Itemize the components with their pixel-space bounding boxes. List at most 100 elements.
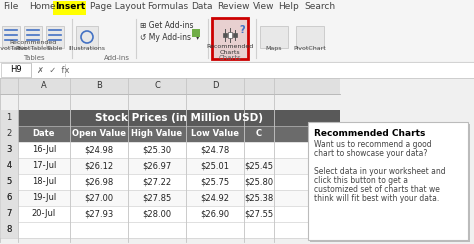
Text: $28.00: $28.00 xyxy=(143,210,172,218)
Text: Maps: Maps xyxy=(266,46,282,51)
Bar xyxy=(192,29,200,37)
Text: $25.80: $25.80 xyxy=(245,177,273,186)
Text: 19-Jul: 19-Jul xyxy=(32,193,56,203)
Text: $25.30: $25.30 xyxy=(143,145,172,154)
Text: $26.90: $26.90 xyxy=(201,210,229,218)
Text: 5: 5 xyxy=(6,177,12,186)
Bar xyxy=(0,142,18,158)
Text: 17-Jul: 17-Jul xyxy=(32,162,56,171)
Text: Stock Prices (in Million USD): Stock Prices (in Million USD) xyxy=(95,113,263,123)
Bar xyxy=(0,158,340,174)
Bar xyxy=(0,190,18,206)
Text: $26.12: $26.12 xyxy=(84,162,114,171)
Text: Want us to recommend a good: Want us to recommend a good xyxy=(314,140,432,149)
Bar xyxy=(76,26,98,48)
Text: ✗  ✓  fx: ✗ ✓ fx xyxy=(37,65,70,74)
Bar xyxy=(0,222,18,238)
Text: click this button to get a: click this button to get a xyxy=(314,176,408,185)
Bar xyxy=(0,126,18,142)
Text: 3: 3 xyxy=(6,145,12,154)
Text: Open Value: Open Value xyxy=(72,130,126,139)
Text: H9: H9 xyxy=(10,65,22,74)
Text: 20-Jul: 20-Jul xyxy=(32,210,56,218)
Bar xyxy=(0,142,340,158)
Text: 18-Jul: 18-Jul xyxy=(32,177,56,186)
Text: Home: Home xyxy=(29,2,55,11)
Text: PivotChart: PivotChart xyxy=(293,46,327,51)
Bar xyxy=(18,126,340,142)
Bar xyxy=(0,222,340,238)
Text: ↺ My Add-ins  ▾: ↺ My Add-ins ▾ xyxy=(140,33,200,42)
Text: High Value: High Value xyxy=(131,130,182,139)
Bar xyxy=(296,26,324,48)
Text: $27.00: $27.00 xyxy=(84,193,114,203)
Bar xyxy=(0,206,18,222)
Bar xyxy=(260,26,288,48)
Bar xyxy=(0,0,474,62)
Text: Search: Search xyxy=(304,2,336,11)
Text: think will fit best with your data.: think will fit best with your data. xyxy=(314,194,439,203)
Text: $27.93: $27.93 xyxy=(84,210,114,218)
Text: 8: 8 xyxy=(6,225,12,234)
Text: $26.98: $26.98 xyxy=(84,177,114,186)
Text: chart to showcase your data?: chart to showcase your data? xyxy=(314,149,428,158)
Text: View: View xyxy=(253,2,274,11)
Text: C: C xyxy=(154,81,160,91)
Bar xyxy=(228,32,232,38)
Text: Illustrations: Illustrations xyxy=(69,46,106,51)
FancyBboxPatch shape xyxy=(53,1,86,15)
Text: 6: 6 xyxy=(6,193,12,203)
Text: Data: Data xyxy=(191,2,213,11)
Bar xyxy=(0,206,340,222)
Text: 7: 7 xyxy=(6,210,12,218)
Text: Recommended Charts: Recommended Charts xyxy=(314,129,425,138)
Text: File: File xyxy=(3,2,18,11)
Text: $24.92: $24.92 xyxy=(201,193,229,203)
Text: Charts: Charts xyxy=(219,55,241,61)
Bar xyxy=(0,78,340,94)
Text: Low Value: Low Value xyxy=(191,130,239,139)
Text: D: D xyxy=(212,81,218,91)
Text: ⊞ Get Add-ins: ⊞ Get Add-ins xyxy=(140,21,193,30)
Bar xyxy=(0,158,18,174)
Text: 3: 3 xyxy=(6,145,12,154)
Text: Review: Review xyxy=(218,2,250,11)
Text: 2: 2 xyxy=(6,130,12,139)
Text: Recommended
Charts: Recommended Charts xyxy=(206,44,254,55)
Bar xyxy=(212,18,248,59)
FancyBboxPatch shape xyxy=(310,124,470,242)
Text: Insert: Insert xyxy=(55,2,85,11)
Text: B: B xyxy=(96,81,102,91)
Text: A: A xyxy=(41,81,47,91)
Text: Help: Help xyxy=(279,2,299,11)
Text: Formulas: Formulas xyxy=(147,2,189,11)
Text: Tables: Tables xyxy=(23,55,45,61)
Text: 1: 1 xyxy=(6,113,12,122)
Bar xyxy=(1,63,31,77)
Text: 8: 8 xyxy=(6,225,12,234)
Text: Table: Table xyxy=(47,46,63,51)
Bar xyxy=(0,190,340,206)
Text: $25.75: $25.75 xyxy=(201,177,229,186)
Text: PivotTable: PivotTable xyxy=(0,46,27,51)
Text: 4: 4 xyxy=(6,162,12,171)
Bar xyxy=(0,174,18,190)
Text: $27.55: $27.55 xyxy=(245,210,273,218)
Text: $25.45: $25.45 xyxy=(245,162,273,171)
Text: ?: ? xyxy=(239,25,245,35)
Text: 5: 5 xyxy=(6,177,12,186)
Text: 16-Jul: 16-Jul xyxy=(32,145,56,154)
Text: C: C xyxy=(256,130,262,139)
Bar xyxy=(2,26,20,48)
Text: $27.85: $27.85 xyxy=(142,193,172,203)
Text: Page Layout: Page Layout xyxy=(90,2,146,11)
Text: 7: 7 xyxy=(6,210,12,218)
Text: $25.01: $25.01 xyxy=(201,162,229,171)
Text: $26.97: $26.97 xyxy=(142,162,172,171)
FancyBboxPatch shape xyxy=(308,122,468,240)
Bar xyxy=(24,26,42,48)
Text: Add-ins: Add-ins xyxy=(104,55,130,61)
Text: $25.38: $25.38 xyxy=(245,193,273,203)
Text: $24.98: $24.98 xyxy=(84,145,114,154)
Text: Date: Date xyxy=(33,130,55,139)
